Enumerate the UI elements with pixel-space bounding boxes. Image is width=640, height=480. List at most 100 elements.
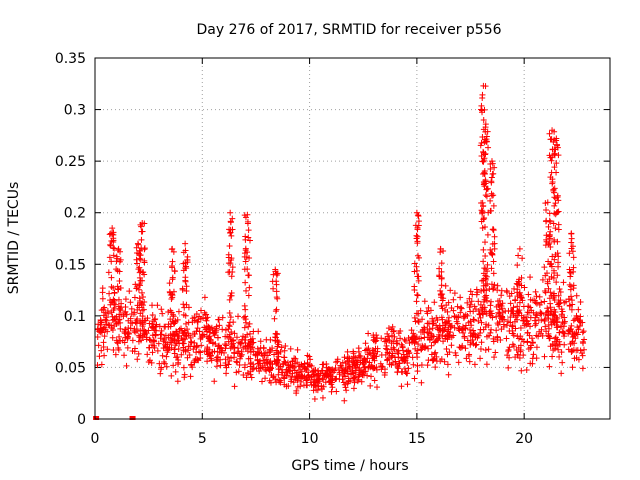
data-point: [517, 324, 524, 331]
data-point: [494, 298, 501, 305]
data-point: [383, 342, 390, 349]
data-point: [555, 301, 562, 308]
data-point: [182, 247, 189, 254]
data-point: [163, 363, 170, 370]
data-point: [101, 352, 108, 359]
data-point: [249, 335, 256, 342]
data-point: [151, 327, 158, 334]
data-point: [208, 324, 215, 331]
data-point: [410, 330, 417, 337]
data-point: [278, 369, 285, 376]
data-point: [552, 211, 559, 218]
data-point: [544, 305, 551, 312]
data-point: [438, 260, 445, 267]
data-point: [556, 353, 563, 360]
data-point: [187, 334, 194, 341]
data-point: [222, 345, 229, 352]
data-point: [452, 352, 459, 359]
data-point: [319, 394, 326, 401]
data-point: [488, 158, 495, 165]
data-point: [483, 361, 490, 368]
data-point: [228, 289, 235, 296]
data-point: [506, 354, 513, 361]
data-point: [293, 387, 300, 394]
data-point: [518, 367, 525, 374]
data-point: [455, 359, 462, 366]
data-point: [488, 178, 495, 185]
data-point: [243, 374, 250, 381]
data-point: [107, 242, 114, 249]
data-point: [415, 341, 422, 348]
data-point: [541, 317, 548, 324]
data-point: [166, 280, 173, 287]
data-point: [507, 300, 514, 307]
data-point: [549, 253, 556, 260]
data-point: [213, 363, 220, 370]
data-point: [550, 347, 557, 354]
data-point: [512, 296, 519, 303]
data-point: [419, 316, 426, 323]
data-point: [546, 276, 553, 283]
data-point: [545, 285, 552, 292]
data-point: [548, 157, 555, 164]
data-point: [451, 290, 458, 297]
data-point: [411, 375, 418, 382]
data-point: [313, 377, 320, 384]
data-point: [189, 364, 196, 371]
data-point: [138, 289, 145, 296]
data-point: [488, 249, 495, 256]
data-point: [161, 323, 168, 330]
data-point: [167, 332, 174, 339]
data-point: [123, 362, 130, 369]
data-point: [226, 309, 233, 316]
data-point: [413, 298, 420, 305]
data-point: [384, 330, 391, 337]
data-point: [410, 361, 417, 368]
data-point: [412, 336, 419, 343]
data-point: [550, 275, 557, 282]
data-point: [227, 345, 234, 352]
data-point: [356, 352, 363, 359]
data-point: [483, 193, 490, 200]
data-point: [429, 320, 436, 327]
data-point: [398, 341, 405, 348]
data-point: [226, 357, 233, 364]
data-point: [510, 310, 517, 317]
data-point: [336, 369, 343, 376]
data-point: [551, 269, 558, 276]
data-point: [527, 344, 534, 351]
data-point: [126, 288, 133, 295]
data-point: [139, 333, 146, 340]
data-point: [149, 349, 156, 356]
data-point: [523, 366, 530, 373]
data-point: [241, 364, 248, 371]
data-point: [431, 299, 438, 306]
data-point: [463, 355, 470, 362]
data-point: [541, 353, 548, 360]
data-point: [418, 361, 425, 368]
data-point: [546, 261, 553, 268]
data-point: [169, 274, 176, 281]
data-point: [226, 296, 233, 303]
data-point: [222, 362, 229, 369]
data-point: [308, 363, 315, 370]
data-point: [156, 360, 163, 367]
data-point: [246, 237, 253, 244]
data-point: [164, 349, 171, 356]
data-point: [99, 285, 106, 292]
data-point: [545, 223, 552, 230]
data-point: [215, 316, 222, 323]
data-point: [367, 350, 374, 357]
data-point: [97, 329, 104, 336]
data-point: [370, 332, 377, 339]
data-point: [432, 364, 439, 371]
data-point: [493, 303, 500, 310]
data-point: [197, 354, 204, 361]
data-point: [135, 338, 142, 345]
data-point: [579, 338, 586, 345]
data-point: [547, 228, 554, 235]
data-point: [115, 320, 122, 327]
data-point: [569, 338, 576, 345]
data-point: [269, 345, 276, 352]
data-point: [524, 339, 531, 346]
